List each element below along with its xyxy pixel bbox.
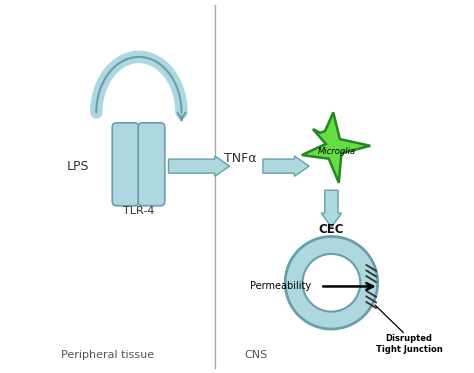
Circle shape	[302, 254, 360, 311]
Text: Permeability: Permeability	[250, 282, 311, 291]
FancyArrow shape	[321, 190, 342, 227]
FancyArrow shape	[263, 156, 309, 176]
Text: TLR-4: TLR-4	[123, 206, 155, 216]
Polygon shape	[302, 112, 370, 183]
FancyBboxPatch shape	[112, 123, 139, 206]
Text: CNS: CNS	[244, 350, 267, 360]
Text: LPS: LPS	[66, 160, 89, 173]
Text: Disrupted
Tight Junction: Disrupted Tight Junction	[376, 334, 443, 354]
Text: Microglia: Microglia	[318, 147, 356, 156]
Circle shape	[285, 236, 378, 329]
FancyArrow shape	[169, 156, 229, 176]
FancyBboxPatch shape	[138, 123, 165, 206]
Text: Peripheral tissue: Peripheral tissue	[61, 350, 154, 360]
Text: TNFα: TNFα	[225, 152, 257, 165]
Text: CEC: CEC	[319, 223, 344, 236]
